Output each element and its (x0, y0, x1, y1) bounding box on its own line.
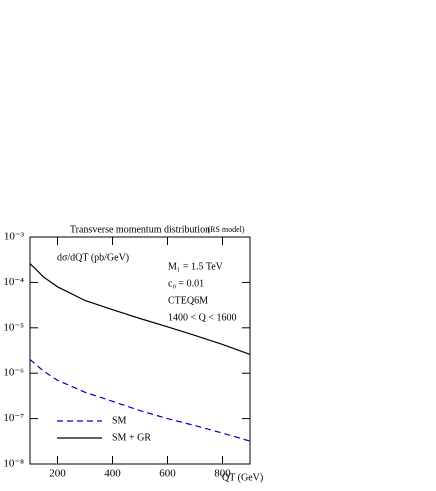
plot-frame (29, 236, 251, 465)
x-tick-label: 800 (214, 468, 231, 480)
x-axis-label: QT (GeV) (222, 472, 263, 483)
annotation: M₁ = 1.5 TeV (168, 261, 224, 272)
series-line (29, 263, 251, 355)
legend-label: SM + GR (112, 432, 151, 443)
y-tick-label: 10⁻³ (4, 231, 25, 243)
x-tick-label: 200 (49, 468, 66, 480)
y-tick-label: 10⁻⁴ (3, 276, 24, 288)
y-tick-label: 10⁻⁵ (3, 321, 24, 333)
y-tick-label: 10⁻⁸ (3, 458, 24, 470)
chart-subtitle: (RS model) (207, 225, 244, 234)
series-line (29, 359, 251, 442)
annotation: CTEQ6M (168, 295, 208, 306)
x-tick-label: 400 (104, 468, 121, 480)
y-axis-label: dσ/dQT (pb/GeV) (57, 252, 129, 263)
x-tick-label: 600 (159, 468, 176, 480)
annotation: 1400 < Q < 1600 (168, 312, 237, 323)
legend-label: SM (112, 415, 127, 426)
chart-title: Transverse momentum distribution (70, 224, 210, 235)
y-tick-label: 10⁻⁷ (3, 412, 24, 424)
y-tick-label: 10⁻⁶ (3, 367, 24, 379)
annotation: c₀ = 0.01 (168, 278, 204, 289)
